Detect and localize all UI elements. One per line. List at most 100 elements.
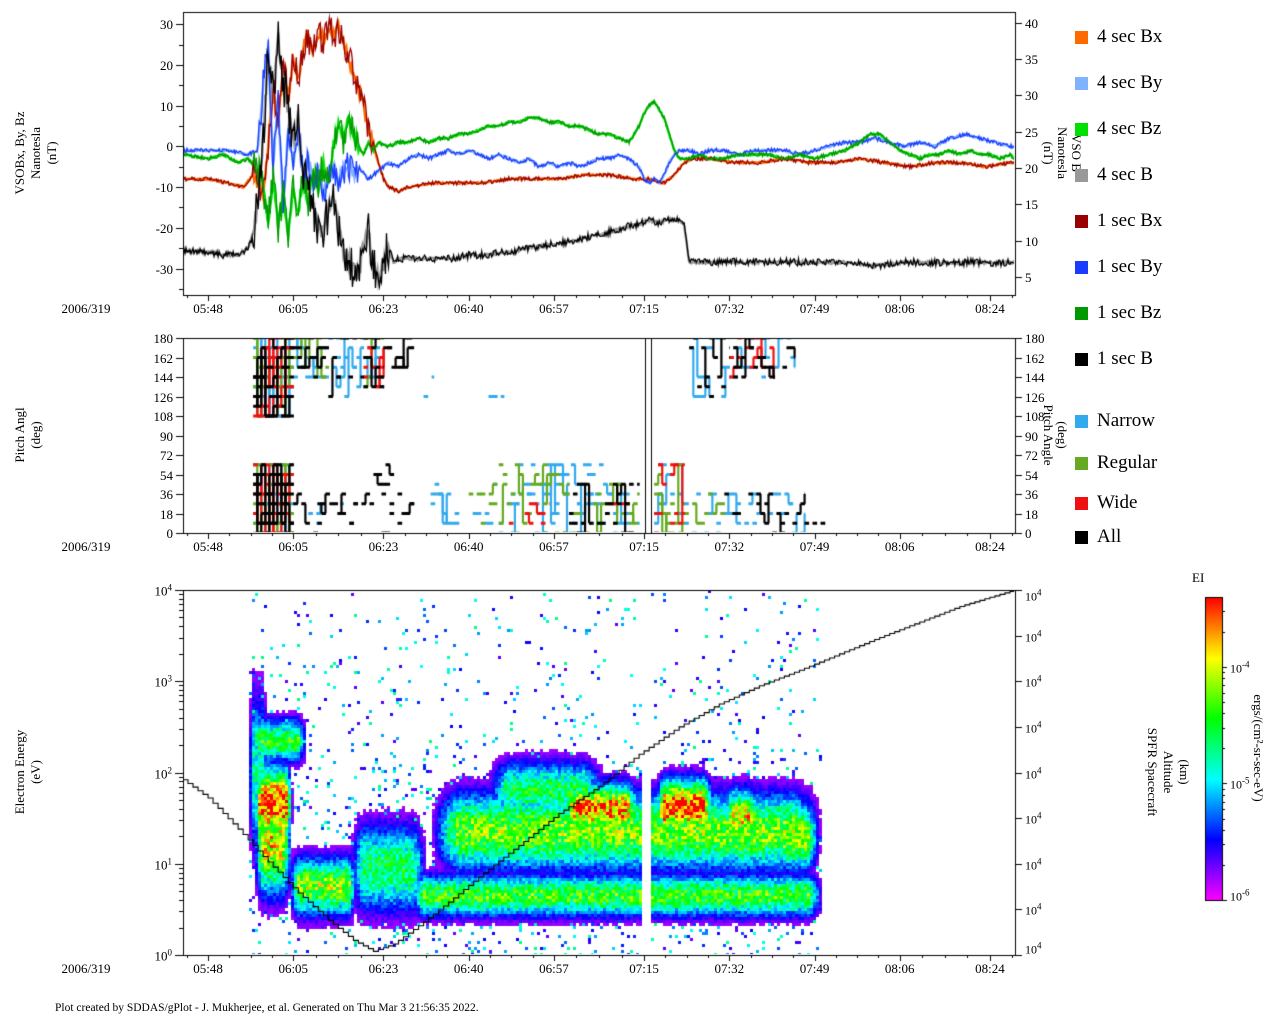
y-tick-label: 100 bbox=[154, 946, 173, 964]
y-tick-label: 180 bbox=[1025, 330, 1045, 346]
legend-label: 4 sec Bx bbox=[1097, 26, 1163, 47]
legend-item: 4 sec B bbox=[1075, 164, 1153, 186]
y-tick-label: 90 bbox=[160, 428, 173, 444]
y-tick-label: 30 bbox=[1025, 87, 1038, 103]
y-tick-label: 36 bbox=[160, 486, 173, 502]
colorbar-tick-label: 10-5 bbox=[1230, 775, 1250, 791]
y-tick-label: 162 bbox=[153, 350, 174, 366]
y-tick-label: 72 bbox=[1025, 447, 1038, 463]
time-tick-label: 06:23 bbox=[368, 961, 399, 976]
legend-swatch-icon bbox=[1075, 30, 1088, 44]
time-tick-label: 07:32 bbox=[714, 301, 745, 316]
legend-item: 1 sec Bx bbox=[1075, 210, 1162, 232]
legend-swatch-icon bbox=[1075, 456, 1088, 470]
y-tick-label: 101 bbox=[154, 855, 173, 873]
legend-swatch-icon bbox=[1075, 414, 1088, 428]
y-tick-label: 104 bbox=[1025, 810, 1042, 826]
time-tick-label: 06:23 bbox=[368, 539, 399, 554]
panel1-left-axis-title: VSOBx, By, Bz bbox=[12, 111, 27, 195]
y-tick-label: 36 bbox=[1025, 486, 1038, 502]
legend-item: Regular bbox=[1075, 452, 1157, 474]
y-tick-label: 144 bbox=[1025, 369, 1045, 385]
y-tick-label: 0 bbox=[166, 138, 174, 154]
panel1-left-axis-title: Nanotesla bbox=[28, 127, 43, 179]
y-tick-label: 104 bbox=[1025, 628, 1042, 644]
time-tick-label: 07:15 bbox=[629, 301, 659, 316]
legend-label: 4 sec B bbox=[1097, 164, 1153, 185]
legend-swatch-icon bbox=[1075, 122, 1088, 136]
legend-item: 1 sec B bbox=[1075, 348, 1153, 370]
panel3-right-axis-title: Altitude bbox=[1161, 750, 1176, 794]
time-tick-label: 05:48 bbox=[193, 539, 223, 554]
legend-item: 1 sec Bz bbox=[1075, 302, 1161, 324]
legend-label: Regular bbox=[1097, 452, 1158, 473]
y-tick-label: 108 bbox=[153, 408, 174, 424]
y-tick-label: 104 bbox=[1025, 719, 1042, 735]
panel1-left-axis-title: (nT) bbox=[44, 141, 59, 165]
time-tick-label: 06:57 bbox=[539, 301, 569, 316]
y-tick-label: 126 bbox=[1025, 389, 1045, 405]
y-tick-label: 35 bbox=[1025, 51, 1038, 67]
time-tick-label: 08:24 bbox=[975, 539, 1005, 554]
y-tick-label: -20 bbox=[155, 220, 173, 236]
panel1-right-axis-title: (nT) bbox=[1041, 141, 1056, 165]
time-tick-label: 06:23 bbox=[368, 301, 399, 316]
legend-label: 1 sec Bz bbox=[1097, 302, 1162, 323]
time-tick-label: 07:15 bbox=[629, 961, 659, 976]
time-tick-label: 07:15 bbox=[629, 539, 659, 554]
date-label: 2006/319 bbox=[61, 301, 111, 316]
legend-item: 4 sec Bz bbox=[1075, 118, 1161, 140]
legend-swatch-icon bbox=[1075, 214, 1088, 228]
time-tick-label: 05:48 bbox=[193, 301, 223, 316]
legend-label: 4 sec By bbox=[1097, 72, 1163, 93]
legend-label: 1 sec Bx bbox=[1097, 210, 1163, 231]
time-tick-label: 08:24 bbox=[975, 961, 1005, 976]
legend-swatch-icon bbox=[1075, 168, 1088, 182]
y-tick-label: 20 bbox=[160, 57, 173, 73]
time-tick-label: 05:48 bbox=[193, 961, 223, 976]
y-tick-label: 54 bbox=[160, 467, 173, 483]
date-label: 2006/319 bbox=[61, 539, 111, 554]
legend-item: Narrow bbox=[1075, 410, 1155, 432]
panel2-left-axis-title: Pitch Angl bbox=[12, 407, 27, 463]
y-tick-label: 180 bbox=[153, 330, 174, 346]
colorbar-tick-label: 10-6 bbox=[1230, 887, 1250, 904]
time-tick-label: 07:49 bbox=[799, 301, 830, 316]
time-tick-label: 07:49 bbox=[799, 539, 830, 554]
legend-label: 4 sec Bz bbox=[1097, 118, 1162, 139]
y-tick-label: 90 bbox=[1025, 428, 1038, 444]
time-tick-label: 06:40 bbox=[453, 961, 484, 976]
time-tick-label: 08:24 bbox=[975, 301, 1005, 316]
date-label: 2006/319 bbox=[61, 961, 111, 976]
y-tick-label: 54 bbox=[1025, 467, 1038, 483]
time-tick-label: 07:49 bbox=[799, 961, 830, 976]
y-tick-label: 10 bbox=[160, 98, 173, 114]
panel3-left-axis-title: Electron Energy bbox=[12, 729, 27, 815]
panel1-right-axis-title: Nanotesla bbox=[1055, 127, 1070, 179]
time-tick-label: 08:06 bbox=[884, 961, 915, 976]
legend-label: Narrow bbox=[1097, 410, 1156, 431]
time-tick-label: 07:32 bbox=[714, 961, 745, 976]
y-tick-label: -10 bbox=[155, 179, 173, 195]
y-tick-label: 0 bbox=[166, 525, 174, 541]
panel3-right-axis-title: (km) bbox=[1177, 759, 1192, 785]
legend-label: 1 sec B bbox=[1097, 348, 1153, 369]
y-tick-label: 0 bbox=[1025, 525, 1032, 541]
time-tick-label: 08:06 bbox=[884, 539, 915, 554]
footer-credit: Plot created by SDDAS/gPlot - J. Mukherj… bbox=[55, 1002, 479, 1014]
time-tick-label: 06:05 bbox=[278, 539, 309, 554]
y-tick-label: 104 bbox=[1025, 856, 1042, 872]
time-tick-label: 06:40 bbox=[453, 301, 484, 316]
legend-swatch-icon bbox=[1075, 530, 1088, 544]
legend-swatch-icon bbox=[1075, 352, 1088, 366]
legend-item: 1 sec By bbox=[1075, 256, 1162, 278]
panel2-right-axis-title: (deg) bbox=[1055, 421, 1070, 449]
legend-item: 4 sec By bbox=[1075, 72, 1162, 94]
y-tick-label: 104 bbox=[1025, 587, 1042, 604]
legend-label: 1 sec By bbox=[1097, 256, 1163, 277]
y-tick-label: 162 bbox=[1025, 350, 1045, 366]
time-tick-label: 08:06 bbox=[884, 301, 915, 316]
y-tick-label: 15 bbox=[1025, 196, 1038, 212]
legend-item: Wide bbox=[1075, 492, 1137, 514]
